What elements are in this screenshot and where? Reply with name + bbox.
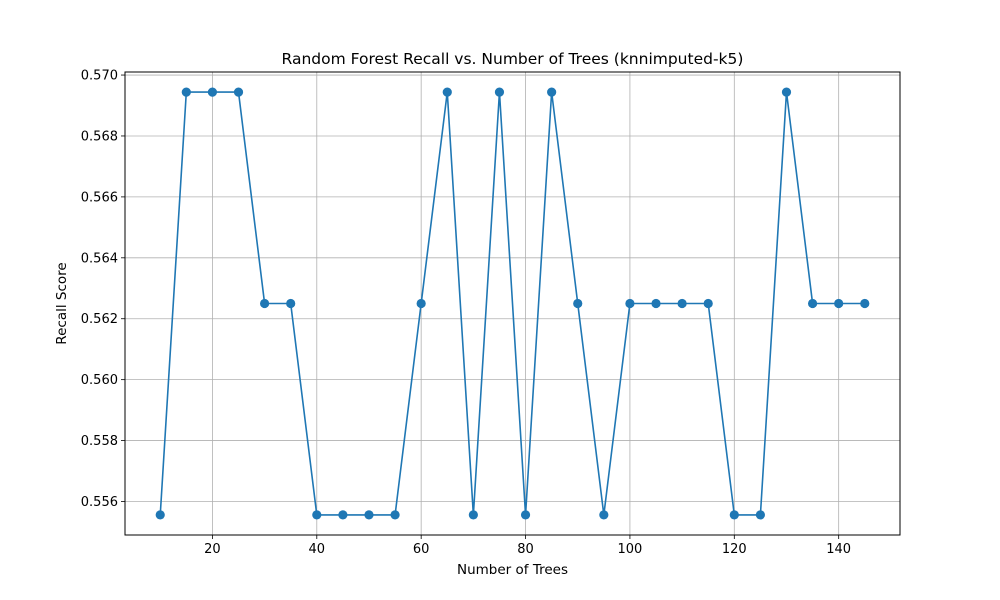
y-tick-label: 0.556 [81, 495, 118, 510]
data-point [416, 298, 426, 309]
data-point [233, 87, 244, 97]
data-point [338, 510, 348, 520]
x-tick-label: 100 [618, 542, 643, 557]
data-point [755, 510, 765, 520]
y-tick-label: 0.570 [81, 69, 118, 84]
data-point [155, 510, 165, 520]
data-point [442, 87, 452, 97]
series [155, 87, 870, 520]
y-axis-label: Recall Score [54, 262, 70, 344]
chart-title: Random Forest Recall vs. Number of Trees… [282, 50, 744, 68]
data-point [860, 298, 870, 309]
data-point [677, 298, 687, 309]
data-point [286, 298, 296, 309]
data-point [781, 87, 792, 97]
x-tick-label: 140 [826, 542, 851, 557]
y-tick-label: 0.568 [81, 129, 118, 144]
x-tick-label: 20 [204, 542, 221, 557]
series-line [159, 91, 865, 516]
x-tick-label: 40 [309, 542, 326, 557]
data-point [312, 510, 322, 520]
data-point [520, 510, 531, 520]
data-point [729, 510, 739, 520]
y-tick-label: 0.564 [81, 251, 118, 266]
data-point [625, 298, 635, 309]
data-point [468, 510, 478, 520]
data-point [494, 87, 505, 97]
data-point [807, 298, 818, 309]
x-tick-label: 120 [722, 542, 747, 557]
y-tick-label: 0.558 [81, 434, 118, 449]
data-point [547, 87, 557, 97]
data-point [390, 510, 400, 520]
data-point [364, 510, 374, 520]
data-point [207, 87, 218, 97]
data-point [181, 87, 191, 97]
y-tick-label: 0.566 [81, 190, 118, 205]
data-point [260, 298, 270, 309]
data-point [703, 298, 713, 309]
x-tick-label: 60 [413, 542, 430, 557]
data-point [834, 298, 844, 309]
ticks: 20 40 60 80 100 120 140 0.556 0.558 0.560 0.562 0.5… [81, 69, 851, 557]
data-point [599, 510, 609, 520]
grid [125, 72, 900, 535]
y-tick-label: 0.562 [81, 312, 118, 327]
data-point [573, 298, 583, 309]
x-axis-label: Number of Trees [457, 562, 568, 578]
x-tick-label: 80 [517, 542, 534, 557]
y-tick-label: 0.560 [81, 373, 118, 388]
plot-frame [124, 71, 901, 536]
data-point [651, 298, 661, 309]
